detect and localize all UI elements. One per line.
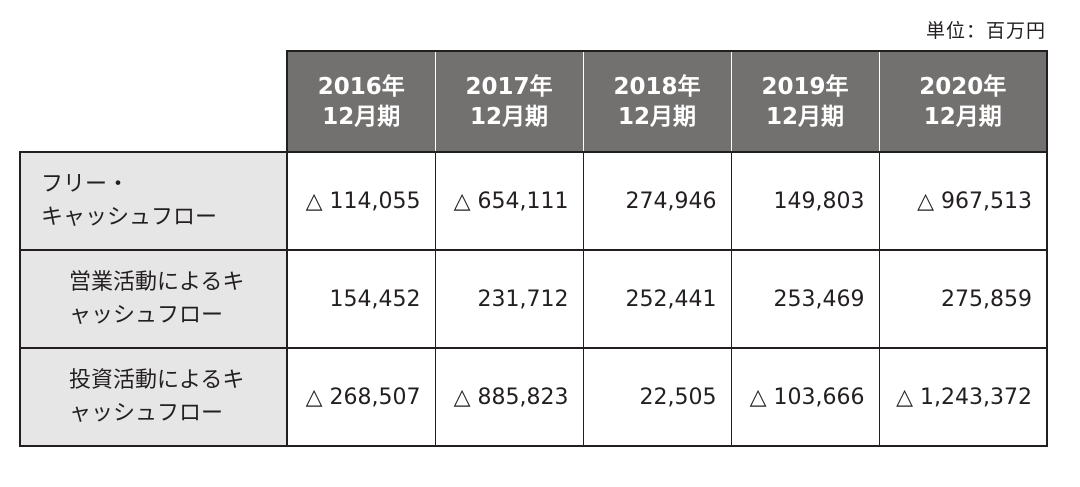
column-header-period: 12月期 bbox=[923, 103, 1002, 130]
value-cell: △ 885,823 bbox=[435, 348, 584, 447]
value-cell: △ 1,243,372 bbox=[879, 348, 1048, 447]
column-header-year: 2016年 bbox=[317, 73, 405, 100]
column-header-2017: 2017年 12月期 bbox=[434, 50, 583, 152]
value-cell: 154,452 bbox=[287, 250, 436, 349]
value-cell: 252,441 bbox=[583, 250, 732, 349]
table-row-operating-cash-flow: 営業活動によるキ ャッシュフロー 154,452 231,712 252,441… bbox=[19, 250, 1048, 349]
value-cell: 231,712 bbox=[435, 250, 584, 349]
row-label: 投資活動によるキ ャッシュフロー bbox=[19, 348, 288, 447]
table-row-investing-cash-flow: 投資活動によるキ ャッシュフロー △ 268,507 △ 885,823 22,… bbox=[19, 348, 1048, 447]
value-cell: △ 114,055 bbox=[287, 151, 436, 251]
cash-flow-table: 2016年 12月期 2017年 12月期 2018年 12月期 2019年 1… bbox=[19, 50, 1048, 447]
value-cell: △ 654,111 bbox=[435, 151, 584, 251]
column-header-year: 2018年 bbox=[613, 73, 701, 100]
row-label: 営業活動によるキ ャッシュフロー bbox=[19, 250, 288, 349]
row-label-line: キャッシュフロー bbox=[41, 205, 218, 230]
header-row: 2016年 12月期 2017年 12月期 2018年 12月期 2019年 1… bbox=[20, 50, 1048, 152]
column-header-year: 2020年 bbox=[919, 73, 1007, 100]
value-cell: 274,946 bbox=[583, 151, 732, 251]
row-label-line: フリー・ bbox=[41, 172, 130, 197]
column-header-2018: 2018年 12月期 bbox=[582, 50, 731, 152]
value-cell: △ 268,507 bbox=[287, 348, 436, 447]
value-cell: 22,505 bbox=[583, 348, 732, 447]
column-header-year: 2019年 bbox=[761, 73, 849, 100]
column-header-period: 12月期 bbox=[617, 103, 696, 130]
column-header-2016: 2016年 12月期 bbox=[286, 50, 435, 152]
unit-label: 単位：百万円 bbox=[925, 20, 1046, 42]
row-label-line: 営業活動によるキ bbox=[69, 270, 245, 295]
column-header-period: 12月期 bbox=[322, 103, 401, 130]
value-cell: 149,803 bbox=[731, 151, 880, 251]
row-label-line: 投資活動によるキ bbox=[69, 368, 245, 393]
row-label-line: ャッシュフロー bbox=[69, 303, 224, 328]
table-row-free-cash-flow: フリー・ キャッシュフロー △ 114,055 △ 654,111 274,94… bbox=[19, 151, 1048, 251]
column-header-2020: 2020年 12月期 bbox=[878, 50, 1048, 152]
value-cell: △ 103,666 bbox=[731, 348, 880, 447]
row-label-line: ャッシュフロー bbox=[69, 401, 224, 426]
column-header-2019: 2019年 12月期 bbox=[730, 50, 879, 152]
row-label: フリー・ キャッシュフロー bbox=[19, 151, 288, 251]
value-cell: 275,859 bbox=[879, 250, 1048, 349]
value-cell: 253,469 bbox=[731, 250, 880, 349]
column-header-period: 12月期 bbox=[765, 103, 844, 130]
column-header-year: 2017年 bbox=[465, 73, 553, 100]
column-header-period: 12月期 bbox=[469, 103, 548, 130]
value-cell: △ 967,513 bbox=[879, 151, 1048, 251]
header-corner-cell bbox=[20, 51, 287, 152]
